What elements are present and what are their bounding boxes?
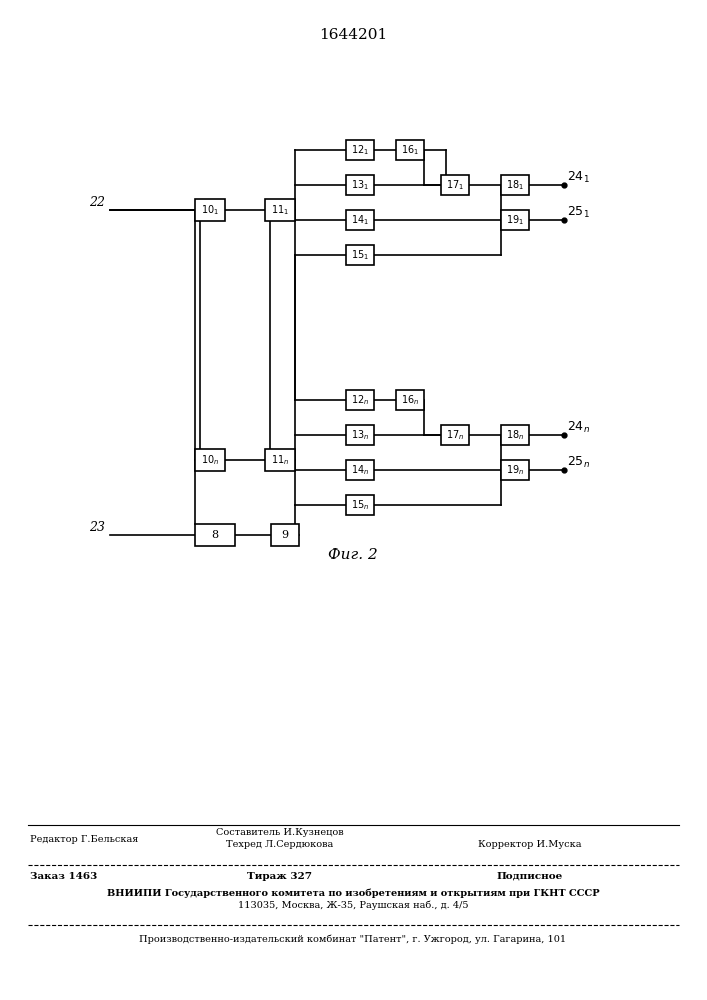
Text: $25_n$: $25_n$ xyxy=(567,455,590,470)
FancyBboxPatch shape xyxy=(346,210,374,230)
Text: Корректор И.Муска: Корректор И.Муска xyxy=(478,840,582,849)
Text: $11_n$: $11_n$ xyxy=(271,453,289,467)
FancyBboxPatch shape xyxy=(346,245,374,265)
Text: $13_n$: $13_n$ xyxy=(351,428,369,442)
Text: $14_n$: $14_n$ xyxy=(351,463,369,477)
Text: $16_1$: $16_1$ xyxy=(401,143,419,157)
Text: $17_1$: $17_1$ xyxy=(446,178,464,192)
Text: 9: 9 xyxy=(281,530,288,540)
Text: $25_1$: $25_1$ xyxy=(567,205,590,220)
FancyBboxPatch shape xyxy=(195,524,235,546)
Text: $16_n$: $16_n$ xyxy=(401,393,419,407)
FancyBboxPatch shape xyxy=(501,175,529,195)
Text: $24_1$: $24_1$ xyxy=(567,170,590,185)
FancyBboxPatch shape xyxy=(195,449,225,471)
Text: $13_1$: $13_1$ xyxy=(351,178,369,192)
Text: $15_1$: $15_1$ xyxy=(351,248,369,262)
Text: Техред Л.Сердюкова: Техред Л.Сердюкова xyxy=(226,840,334,849)
Text: $18_n$: $18_n$ xyxy=(506,428,524,442)
Text: $17_n$: $17_n$ xyxy=(446,428,464,442)
FancyBboxPatch shape xyxy=(346,460,374,480)
Text: $15_n$: $15_n$ xyxy=(351,498,369,512)
Text: 113035, Москва, Ж-35, Раушская наб., д. 4/5: 113035, Москва, Ж-35, Раушская наб., д. … xyxy=(238,900,468,910)
FancyBboxPatch shape xyxy=(441,425,469,445)
Text: $19_1$: $19_1$ xyxy=(506,213,524,227)
Text: 23: 23 xyxy=(89,521,105,534)
FancyBboxPatch shape xyxy=(265,199,295,221)
FancyBboxPatch shape xyxy=(501,460,529,480)
FancyBboxPatch shape xyxy=(501,210,529,230)
Text: $18_1$: $18_1$ xyxy=(506,178,524,192)
FancyBboxPatch shape xyxy=(346,175,374,195)
Text: Редактор Г.Бельская: Редактор Г.Бельская xyxy=(30,835,139,844)
Text: $14_1$: $14_1$ xyxy=(351,213,369,227)
FancyBboxPatch shape xyxy=(346,390,374,410)
Text: $19_n$: $19_n$ xyxy=(506,463,524,477)
FancyBboxPatch shape xyxy=(396,140,424,160)
FancyBboxPatch shape xyxy=(501,425,529,445)
Text: 22: 22 xyxy=(89,196,105,209)
FancyBboxPatch shape xyxy=(271,524,299,546)
FancyBboxPatch shape xyxy=(346,495,374,515)
Text: 8: 8 xyxy=(211,530,218,540)
Text: $12_1$: $12_1$ xyxy=(351,143,369,157)
Text: $10_n$: $10_n$ xyxy=(201,453,219,467)
Text: Составитель И.Кузнецов: Составитель И.Кузнецов xyxy=(216,828,344,837)
FancyBboxPatch shape xyxy=(346,425,374,445)
Text: Тираж 327: Тираж 327 xyxy=(247,872,312,881)
FancyBboxPatch shape xyxy=(441,175,469,195)
FancyBboxPatch shape xyxy=(195,199,225,221)
Text: $10_1$: $10_1$ xyxy=(201,203,219,217)
Text: Производственно-издательский комбинат "Патент", г. Ужгород, ул. Гагарина, 101: Производственно-издательский комбинат "П… xyxy=(139,935,566,944)
Text: Подписное: Подписное xyxy=(497,872,563,881)
FancyBboxPatch shape xyxy=(265,449,295,471)
Text: $24_n$: $24_n$ xyxy=(567,420,590,435)
Text: Заказ 1463: Заказ 1463 xyxy=(30,872,98,881)
Text: $12_n$: $12_n$ xyxy=(351,393,369,407)
Text: Фиг. 2: Фиг. 2 xyxy=(328,548,378,562)
FancyBboxPatch shape xyxy=(396,390,424,410)
Text: ВНИИПИ Государственного комитета по изобретениям и открытиям при ГКНТ СССР: ВНИИПИ Государственного комитета по изоб… xyxy=(107,888,600,898)
Text: $11_1$: $11_1$ xyxy=(271,203,289,217)
Text: 1644201: 1644201 xyxy=(319,28,387,42)
FancyBboxPatch shape xyxy=(346,140,374,160)
